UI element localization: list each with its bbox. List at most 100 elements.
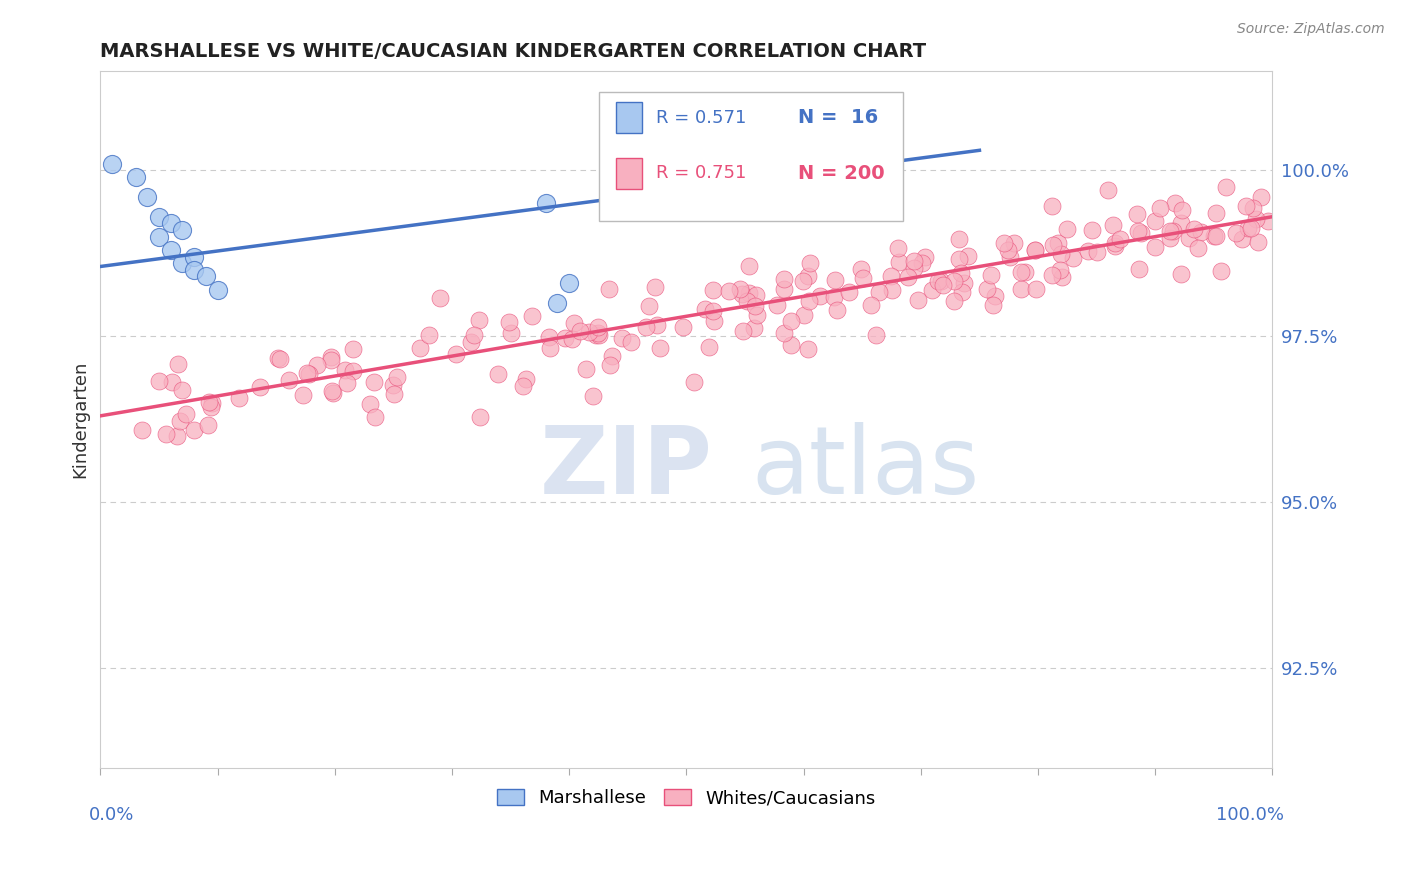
Point (183, 262, 205, 277)
Point (359, 397, 381, 411)
Point (744, 299, 766, 313)
Point (1143, 213, 1166, 227)
Point (950, 285, 973, 299)
Point (728, 282, 751, 296)
Point (993, 236, 1015, 251)
Text: N =  16: N = 16 (797, 108, 877, 128)
Point (745, 308, 768, 322)
Point (166, 357, 188, 371)
Point (1010, 282, 1032, 296)
Point (976, 282, 998, 296)
Point (169, 414, 191, 428)
Point (927, 274, 949, 288)
Point (1178, 231, 1201, 245)
Point (1159, 231, 1181, 245)
Point (1170, 267, 1192, 281)
Point (921, 283, 943, 297)
Point (997, 244, 1019, 258)
Point (1257, 214, 1279, 228)
Point (363, 375, 385, 389)
Point (983, 289, 1005, 303)
Point (865, 327, 887, 342)
Point (620, 334, 643, 349)
Point (1024, 243, 1046, 257)
Point (1101, 218, 1123, 232)
Point (852, 271, 875, 285)
Point (887, 255, 910, 269)
Point (385, 370, 408, 384)
Point (1143, 240, 1166, 254)
Point (201, 396, 224, 410)
Point (914, 250, 936, 264)
Point (903, 253, 925, 268)
Point (534, 196, 557, 211)
Point (1161, 224, 1184, 238)
Point (950, 266, 973, 280)
Point (859, 298, 882, 312)
Point (409, 341, 432, 355)
Point (183, 250, 205, 264)
Point (1209, 264, 1232, 278)
Point (269, 351, 291, 366)
Point (463, 328, 485, 343)
Point (575, 361, 598, 376)
Point (183, 423, 205, 437)
Point (498, 315, 520, 329)
Point (159, 216, 181, 230)
Point (699, 340, 721, 354)
Point (1104, 235, 1126, 250)
Point (278, 373, 301, 387)
Point (825, 302, 848, 317)
Point (610, 331, 633, 345)
Point (207, 283, 229, 297)
Point (1109, 231, 1132, 245)
Point (1081, 223, 1104, 237)
Point (568, 324, 591, 338)
Point (1010, 265, 1032, 279)
Legend: Marshallese, Whites/Caucasians: Marshallese, Whites/Caucasians (489, 781, 883, 814)
Point (797, 342, 820, 356)
Point (101, 156, 124, 170)
Point (953, 277, 976, 291)
Point (742, 321, 765, 335)
Point (693, 301, 716, 316)
Point (547, 296, 569, 310)
Point (1126, 224, 1149, 238)
Point (1182, 222, 1205, 236)
Point (703, 314, 725, 328)
Point (1077, 244, 1099, 259)
Point (155, 427, 177, 442)
FancyBboxPatch shape (616, 158, 643, 189)
Y-axis label: Kindergarten: Kindergarten (72, 360, 89, 478)
Point (1171, 203, 1194, 218)
Point (554, 331, 576, 345)
Point (228, 391, 250, 405)
Point (148, 374, 170, 388)
Point (578, 325, 600, 339)
Point (981, 298, 1004, 312)
Text: 100.0%: 100.0% (1216, 806, 1284, 824)
Point (731, 287, 754, 301)
Point (159, 243, 181, 257)
Point (598, 282, 620, 296)
Point (1234, 199, 1257, 213)
Point (321, 384, 343, 398)
Point (1085, 245, 1108, 260)
Point (321, 386, 343, 401)
Text: atlas: atlas (751, 422, 979, 514)
Point (200, 401, 222, 415)
Point (515, 372, 537, 386)
Text: 0.0%: 0.0% (89, 806, 134, 824)
Point (823, 290, 845, 304)
Point (838, 285, 860, 299)
Point (558, 276, 581, 290)
Point (197, 417, 219, 432)
Point (731, 324, 754, 338)
Point (599, 359, 621, 373)
Text: R = 0.571: R = 0.571 (657, 109, 747, 127)
Point (717, 284, 740, 298)
Point (124, 169, 146, 184)
Point (342, 364, 364, 378)
Point (198, 395, 221, 409)
Point (588, 327, 610, 342)
